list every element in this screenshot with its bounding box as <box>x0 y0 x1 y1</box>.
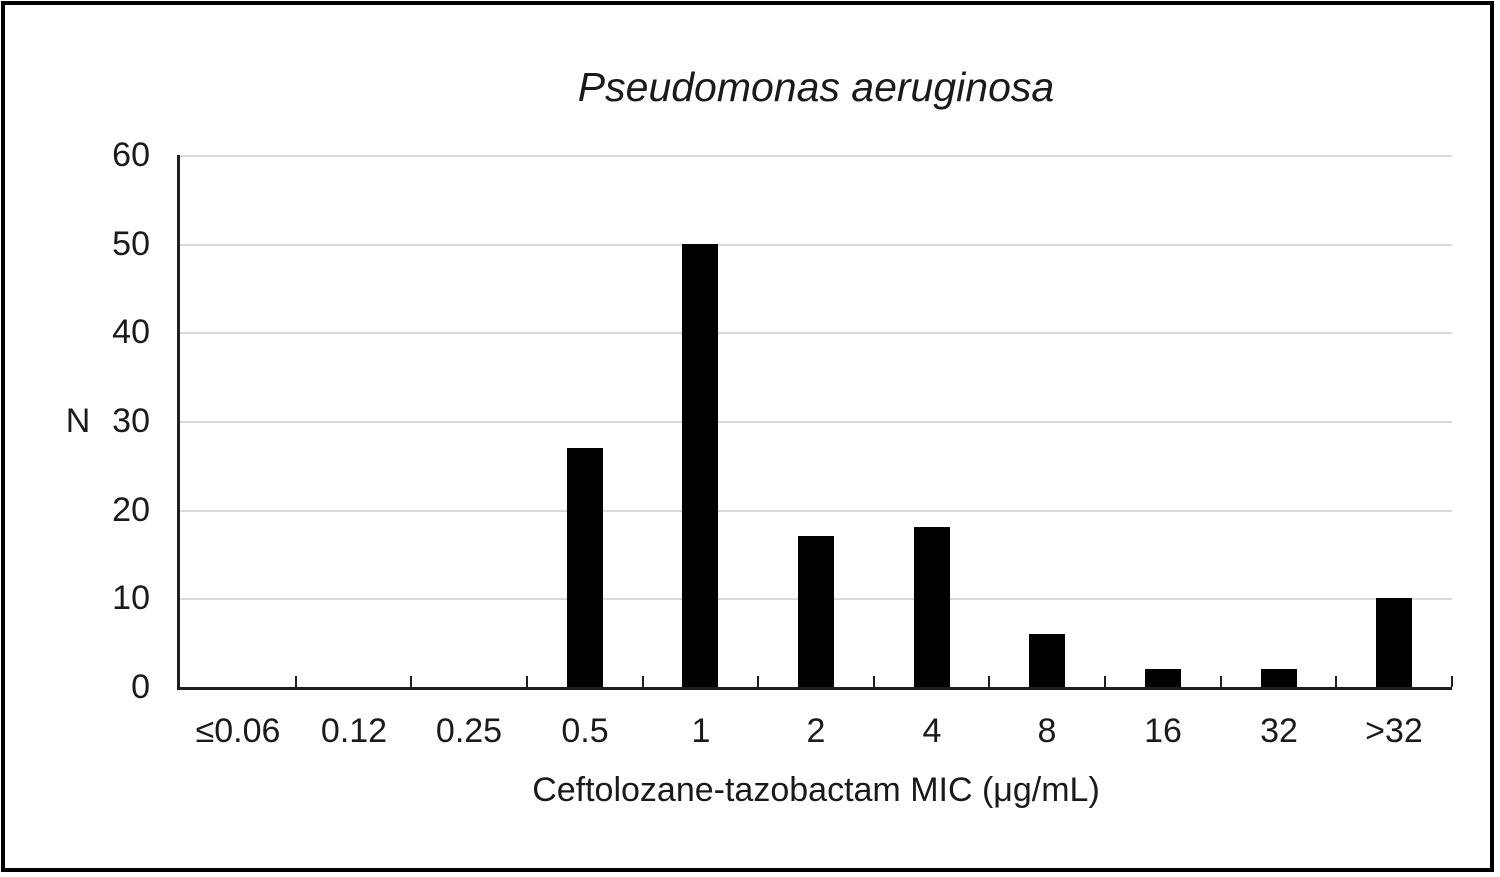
y-tick-label-10: 10 <box>112 579 150 617</box>
x-tick-label-0.25: 0.25 <box>435 712 503 750</box>
y-axis-line <box>177 155 180 690</box>
bar-32 <box>1261 669 1297 687</box>
bar-2 <box>798 536 834 687</box>
x-axis-tick <box>873 676 875 687</box>
bar->32 <box>1376 598 1412 687</box>
x-tick-label-1: 1 <box>691 712 711 750</box>
x-axis-tick <box>1220 676 1222 687</box>
gridline-40 <box>180 332 1452 334</box>
x-tick-label-8: 8 <box>1037 712 1057 750</box>
gridline-60 <box>180 155 1452 157</box>
bar-4 <box>914 527 950 687</box>
x-axis-tick <box>1335 676 1337 687</box>
x-axis-tick <box>757 676 759 687</box>
x-axis-label: Ceftolozane-tazobactam MIC (μg/mL) <box>532 771 1100 809</box>
gridline-50 <box>180 244 1452 246</box>
x-tick-label-≤0.06: ≤0.06 <box>195 712 281 750</box>
x-axis-tick <box>295 676 297 687</box>
x-tick-label-32: 32 <box>1260 712 1298 750</box>
x-axis-tick <box>1104 676 1106 687</box>
bar-8 <box>1029 634 1065 687</box>
x-tick-label-16: 16 <box>1144 712 1182 750</box>
y-tick-label-0: 0 <box>131 668 150 706</box>
gridline-30 <box>180 421 1452 423</box>
x-axis-line <box>177 687 1452 690</box>
y-tick-label-30: 30 <box>112 402 150 440</box>
x-axis-tick <box>988 676 990 687</box>
y-tick-label-40: 40 <box>112 313 150 351</box>
y-tick-label-50: 50 <box>112 225 150 263</box>
bar-0.5 <box>567 448 603 687</box>
y-tick-label-20: 20 <box>112 491 150 529</box>
x-axis-tick <box>642 676 644 687</box>
bar-1 <box>682 244 718 687</box>
plot-area <box>177 155 1453 690</box>
x-axis-tick <box>1451 676 1453 687</box>
chart-title: Pseudomonas aeruginosa <box>577 64 1055 110</box>
x-tick-label-0.12: 0.12 <box>320 712 388 750</box>
x-tick-label-2: 2 <box>806 712 826 750</box>
x-tick-label-0.5: 0.5 <box>561 712 609 750</box>
x-axis-tick <box>410 676 412 687</box>
y-axis-label: N <box>65 402 91 440</box>
x-axis-tick <box>526 676 528 687</box>
x-tick-label->32: >32 <box>1365 712 1423 750</box>
bar-16 <box>1145 669 1181 687</box>
y-tick-label-60: 60 <box>112 136 150 174</box>
x-tick-label-4: 4 <box>922 712 942 750</box>
gridline-20 <box>180 510 1452 512</box>
